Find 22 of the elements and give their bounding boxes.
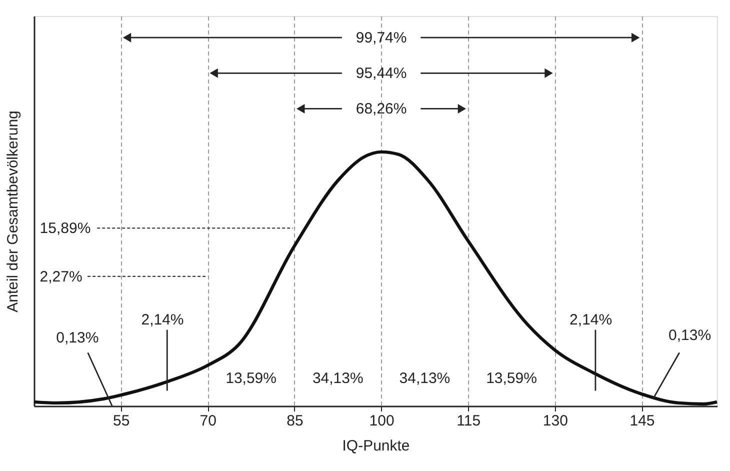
annotation: 13,59% (486, 370, 537, 388)
text: 68,26% (356, 100, 407, 118)
x-axis-title: IQ-Punkte (342, 438, 410, 454)
annotation: 0,13% (56, 329, 99, 346)
x-tick-label: 55 (112, 412, 130, 430)
annotation: 2,27% (40, 268, 82, 286)
text: 99,74% (356, 30, 407, 47)
x-tick-label: 70 (200, 412, 216, 430)
annotation: 34,13% (312, 370, 364, 388)
x-tick-label: 115 (456, 412, 481, 430)
y-axis-title: Anteil der Gesamtbevölkerung (4, 110, 22, 312)
annotation: 34,13% (399, 370, 450, 388)
annotation: 2,14% (570, 312, 612, 329)
x-tick-label: 145 (630, 412, 655, 430)
annotation: 13,59% (226, 370, 276, 388)
x-tick-label: 130 (542, 412, 568, 430)
text: 95,44% (356, 65, 407, 82)
x-tick-label: 100 (369, 412, 394, 430)
x-tick-label: 85 (286, 412, 304, 430)
annotation: 15,89% (40, 220, 91, 238)
annotation: 0,13% (668, 326, 712, 344)
annotation: 2,14% (141, 312, 184, 329)
